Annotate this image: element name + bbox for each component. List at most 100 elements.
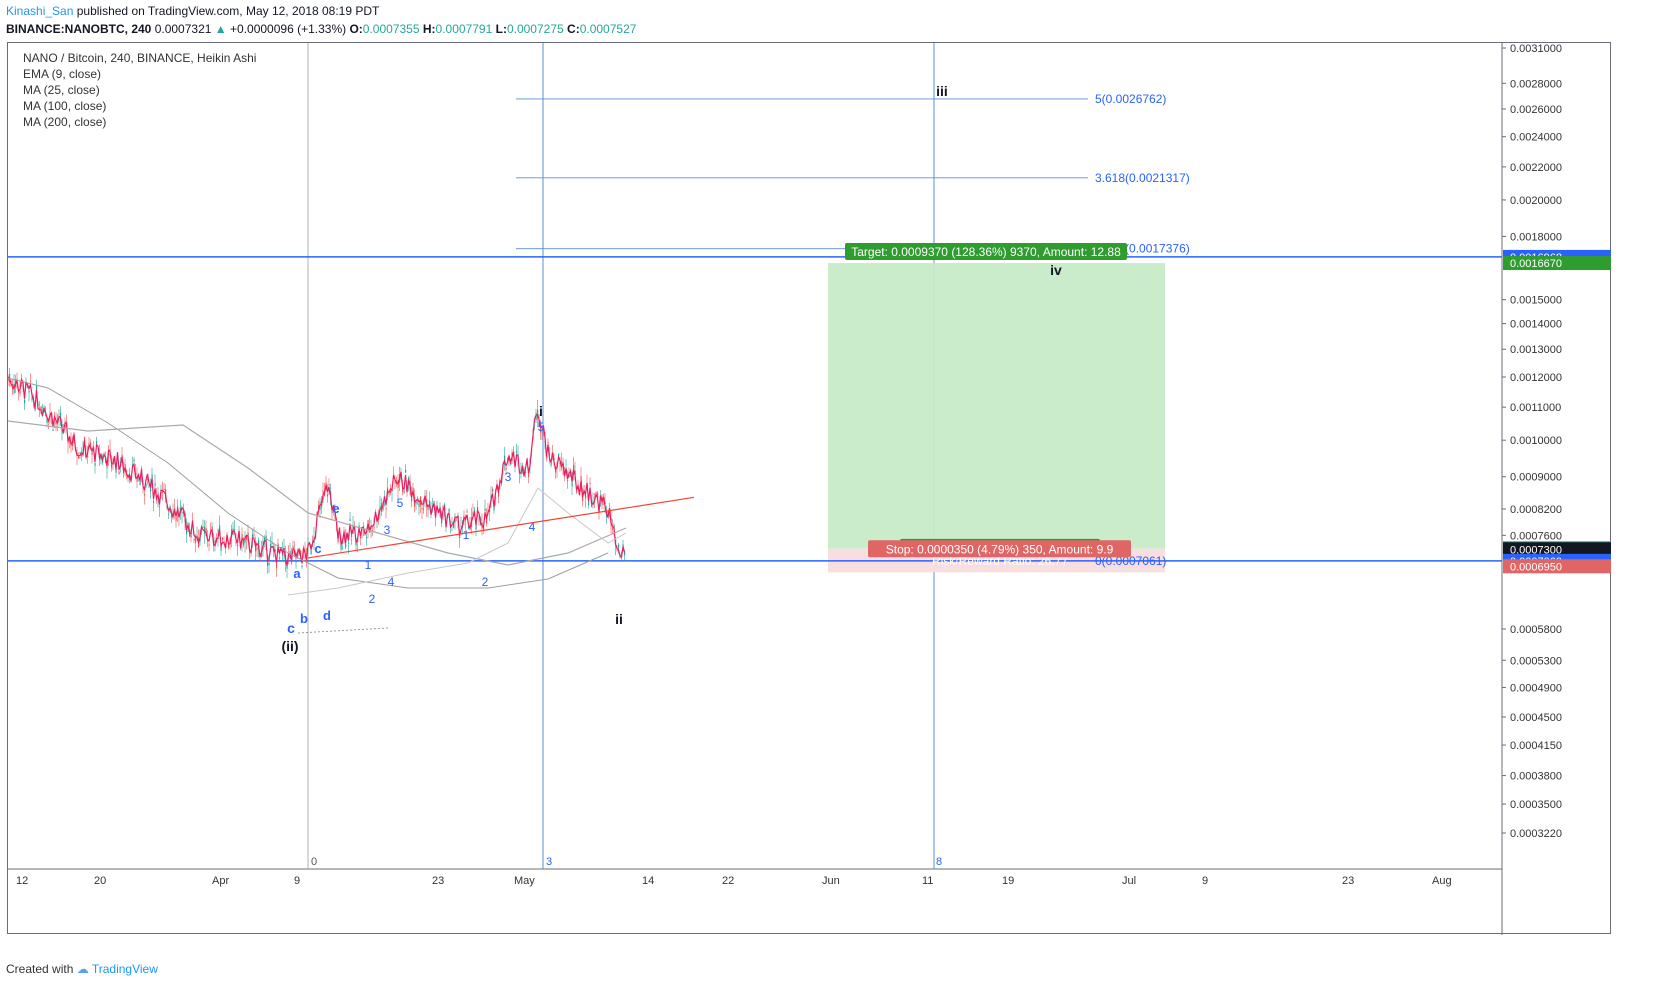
y-tick-label: 0.0010000 [1510, 435, 1562, 447]
candle-body [55, 421, 57, 425]
ma200-line [8, 420, 627, 566]
candle-body [33, 396, 35, 398]
wave-label: 4 [529, 520, 536, 534]
candle-body [576, 489, 578, 493]
x-tick-label: Jun [822, 875, 840, 887]
y-tick-label: 0.0026000 [1510, 104, 1562, 116]
candle-body [81, 454, 83, 456]
candle-body [595, 491, 597, 493]
candle-body [427, 507, 429, 511]
candle-body [385, 508, 387, 510]
x-tick-label: 9 [294, 875, 300, 887]
wave-label: e [332, 501, 339, 516]
x-tick-label: Jul [1122, 875, 1136, 887]
x-tick-label: Apr [212, 875, 229, 887]
candle-body [222, 537, 224, 540]
candle-body [217, 538, 219, 540]
candle-body [373, 526, 375, 528]
legend-ma25[interactable]: MA (25, close) [23, 83, 100, 97]
candle-body [118, 471, 120, 474]
candle-body [327, 494, 329, 496]
candle-body [57, 418, 59, 421]
close-label: C: [567, 22, 580, 36]
cycle-label: 0 [311, 856, 317, 868]
wave-label: iv [1050, 262, 1062, 278]
candle-body [153, 500, 155, 503]
candle-body [147, 478, 149, 480]
candle-body [498, 492, 500, 497]
tradingview-link[interactable]: TradingView [91, 962, 158, 976]
candle-body [298, 551, 300, 555]
y-tick-label: 0.0018000 [1510, 231, 1562, 243]
candle-body [211, 526, 213, 530]
wave-label: iii [936, 83, 948, 99]
candle-body [513, 451, 515, 453]
legend-ma100[interactable]: MA (100, close) [23, 99, 107, 113]
candle-body [312, 540, 314, 542]
candle-body [286, 565, 288, 569]
ma100-line [8, 377, 609, 589]
chart-pane[interactable]: 0.0031000 0.0028000 0.0026000 0.0024000 0.00… [7, 42, 1612, 935]
candle-body [580, 476, 582, 484]
chart-svg[interactable]: 0.0031000 0.0028000 0.0026000 0.0024000 0.00… [8, 43, 1612, 935]
y-tick-label: 0.0011000 [1510, 402, 1561, 414]
candle-body [412, 487, 414, 492]
footer: Created with ☁ TradingView [6, 962, 158, 976]
candle-body [79, 452, 81, 454]
candle-body [484, 509, 486, 512]
candle-body [163, 489, 165, 491]
price-axis-label-text: 0.0006950 [1510, 561, 1562, 573]
candle-body [477, 507, 479, 512]
candle-body [459, 536, 461, 539]
candle-body [475, 522, 477, 530]
candle-body [46, 416, 48, 424]
wave-label: 1 [365, 558, 372, 572]
candle-body [106, 466, 108, 469]
wave-label: 5 [397, 496, 404, 510]
candle-body [547, 442, 549, 444]
candle-body [613, 524, 615, 529]
candle-body [346, 535, 348, 538]
candle-body [393, 474, 395, 476]
candle-body [52, 429, 54, 431]
candle-body [190, 532, 192, 538]
candle-body [210, 529, 212, 531]
publish-info: Kinashi_San published on TradingView.com… [6, 4, 379, 18]
candle-body [418, 500, 420, 507]
created-with-label: Created with [6, 962, 74, 976]
candle-body [201, 530, 203, 532]
candle-body [31, 396, 33, 400]
legend-ma200[interactable]: MA (200, close) [23, 115, 107, 129]
candle-body [421, 508, 423, 510]
wave-label: a [293, 566, 301, 581]
candle-body [148, 485, 150, 487]
legend-ema9[interactable]: EMA (9, close) [23, 67, 102, 81]
candle-body [214, 541, 216, 543]
candle-body [292, 546, 294, 550]
x-tick-label: 11 [922, 875, 933, 887]
trendline-support [307, 496, 695, 559]
candle-body [274, 549, 276, 553]
candle-body [366, 537, 368, 539]
candle-body [87, 455, 89, 458]
y-tick-label: 0.0012000 [1510, 372, 1562, 384]
candle-body [429, 500, 431, 504]
candle-body [405, 469, 407, 473]
candle-body [561, 461, 563, 464]
candle-body [202, 526, 204, 528]
position-badge [868, 540, 1131, 558]
wave-label: i [539, 403, 543, 419]
candle-body [246, 536, 248, 540]
candle-body [541, 428, 543, 431]
candle-body [24, 399, 26, 404]
candle-body [505, 467, 507, 470]
position-badge-text: Stop: 0.0000350 (4.79%) 350, Amount: 9.9 [886, 542, 1114, 556]
y-tick-label: 0.0022000 [1510, 162, 1562, 174]
wave-label: 5 [538, 420, 545, 434]
candle-body [84, 437, 86, 442]
candle-body [268, 563, 270, 565]
y-tick-label: 0.0005300 [1510, 655, 1562, 667]
author-link[interactable]: Kinashi_San [6, 4, 74, 18]
candle-body [187, 522, 189, 525]
candle-body [489, 509, 491, 512]
